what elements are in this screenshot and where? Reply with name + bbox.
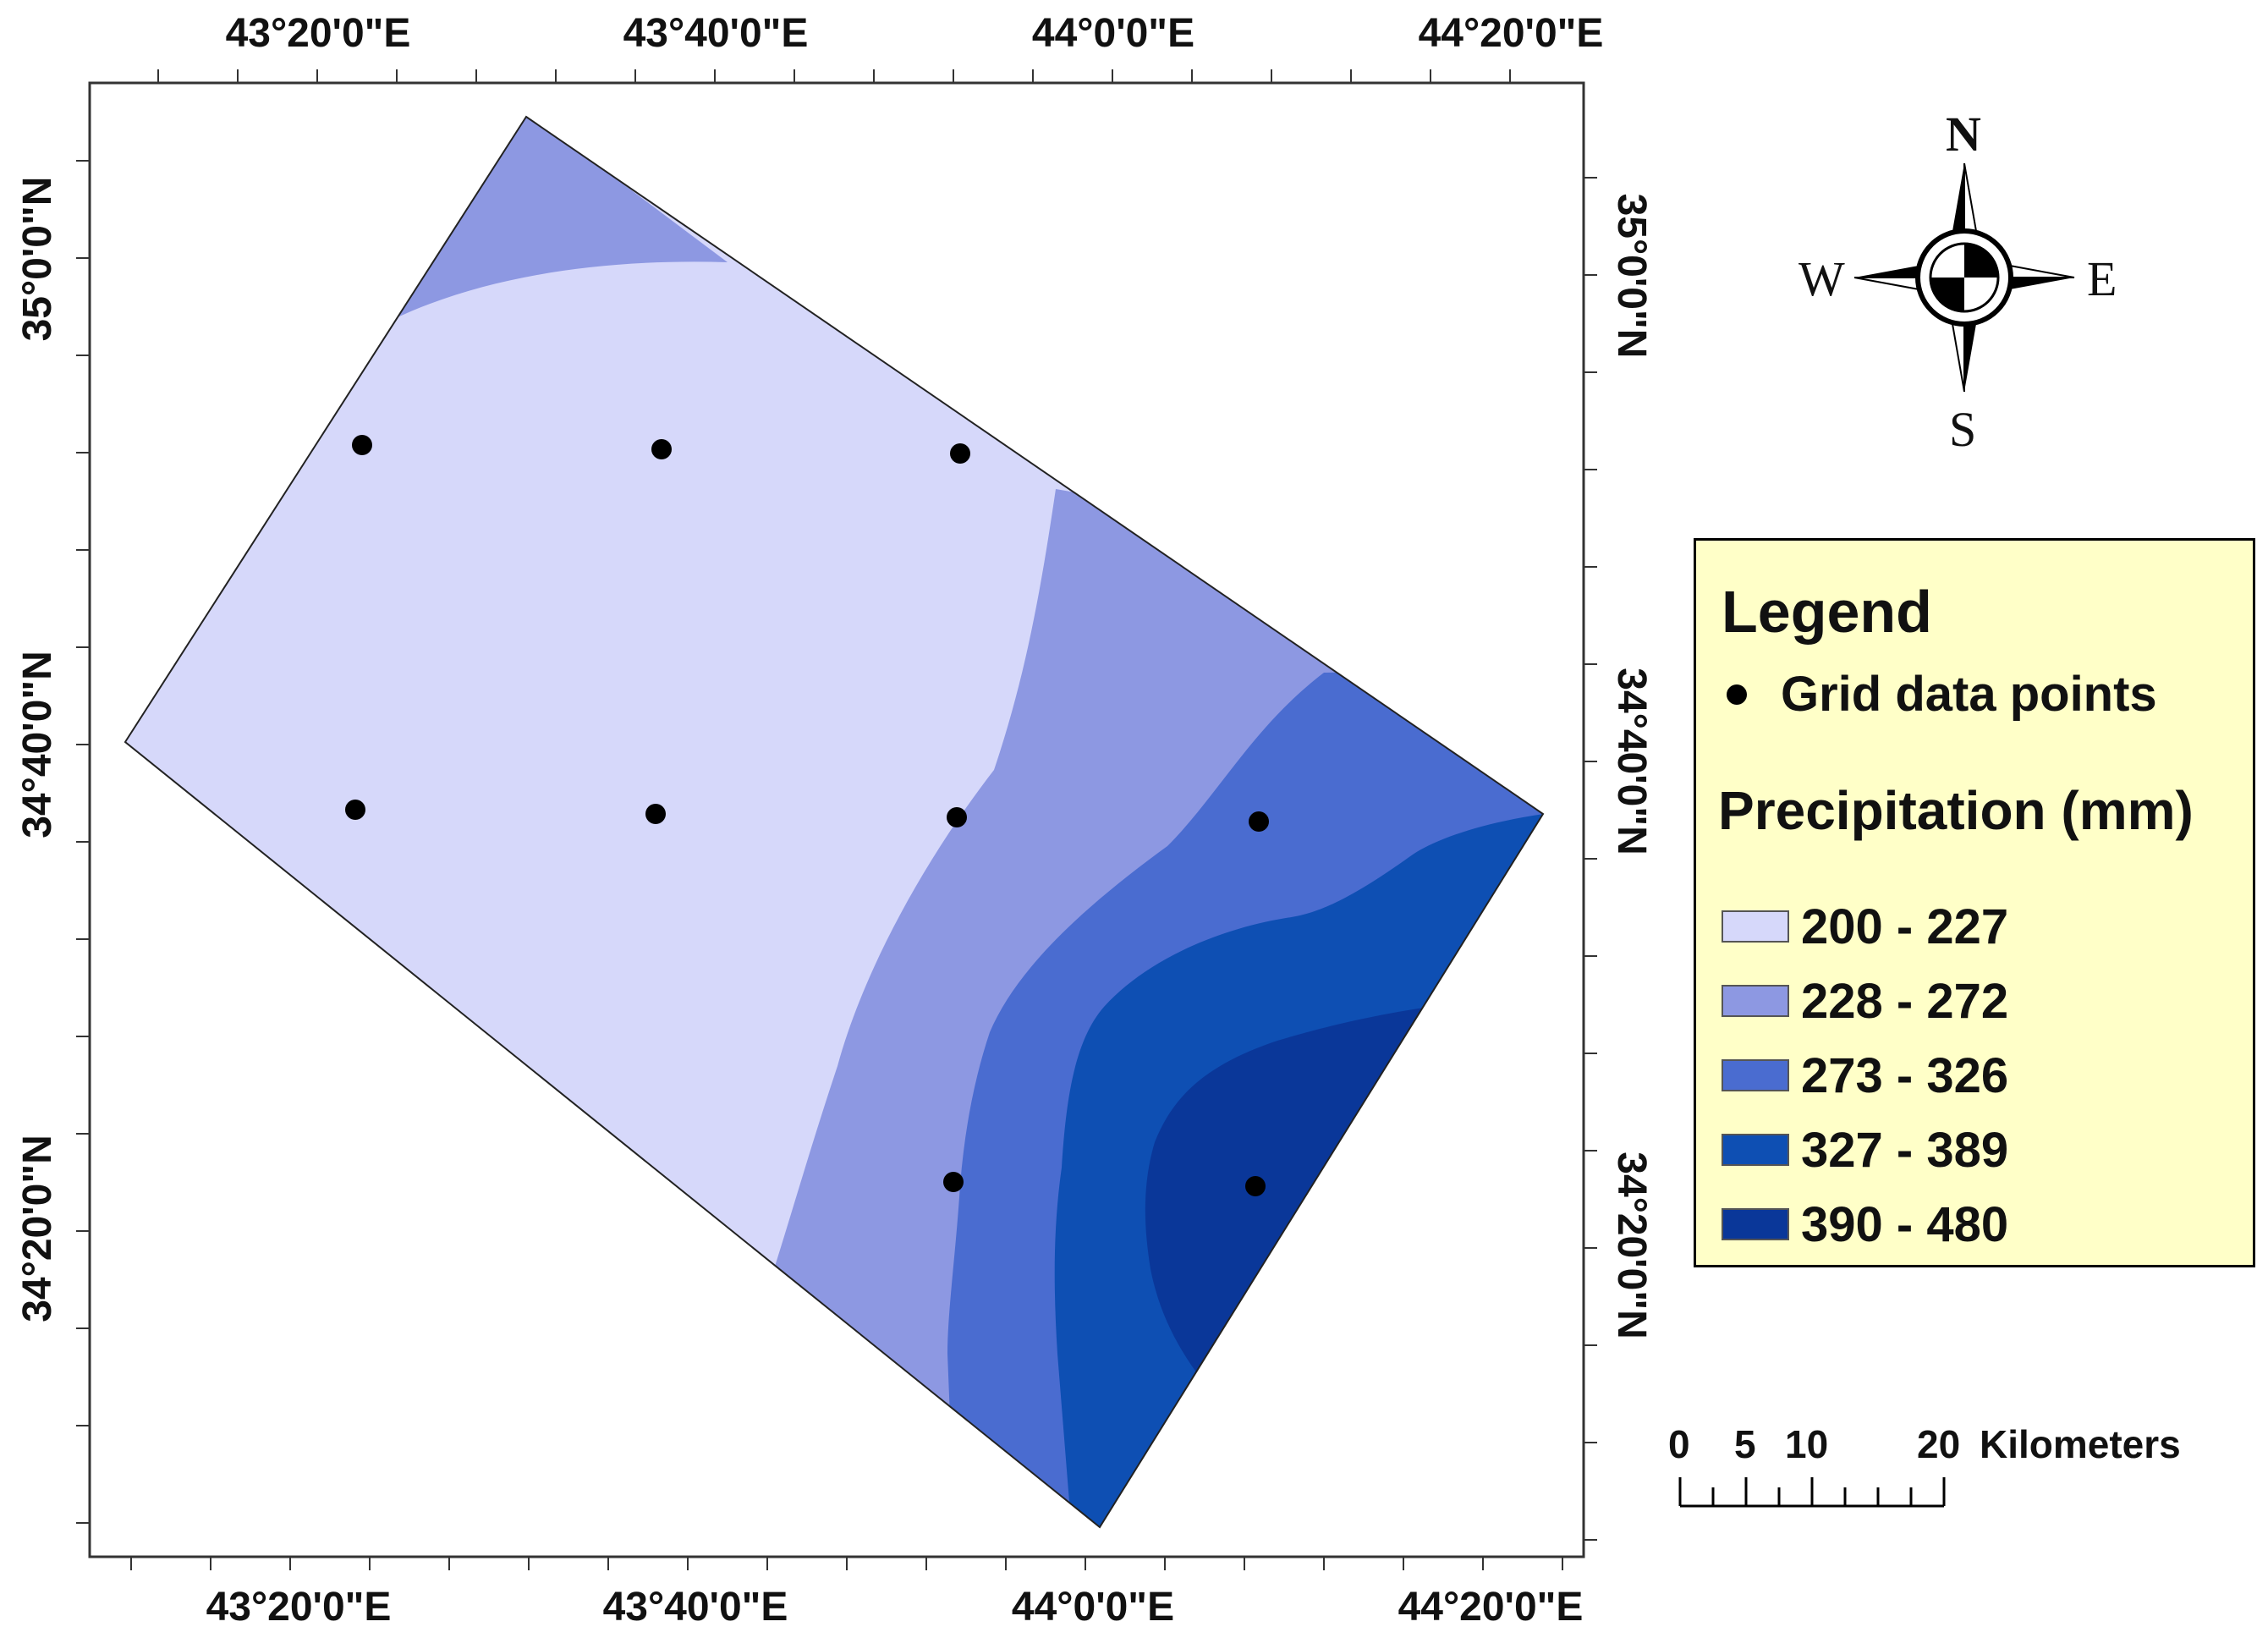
legend-title: Legend (1722, 579, 1932, 645)
right-tick-label: 35°0'0"N (1609, 193, 1654, 359)
legend: Legend Grid data points Precipitation (m… (1694, 538, 2255, 1267)
grid-data-point (645, 804, 666, 824)
left-tick-label: 34°20'0"N (15, 1135, 60, 1322)
legend-swatch (1722, 910, 1789, 943)
grid-data-point (947, 807, 967, 827)
compass-north-label: N (1946, 107, 1981, 162)
scale-label-5: 5 (1734, 1422, 1756, 1466)
zone-390-480 (1145, 1007, 1543, 1455)
left-tick-label: 34°40'0"N (15, 651, 60, 838)
top-tick-label: 44°0'0"E (1031, 11, 1195, 56)
legend-class: 390 - 480 (1722, 1187, 2008, 1261)
grid-points (345, 435, 1269, 1196)
north-arrow (1853, 162, 2075, 393)
compass-west-label: W (1798, 251, 1845, 306)
legend-subtitle: Precipitation (mm) (1718, 780, 2194, 841)
legend-class-label: 273 - 326 (1801, 1047, 2009, 1103)
compass-south-label: S (1949, 402, 1977, 457)
compass-east-label: E (2087, 251, 2117, 306)
legend-point-symbol (1727, 684, 1747, 705)
top-tick-label: 44°20'0"E (1418, 11, 1604, 56)
bottom-tick-label: 43°40'0"E (602, 1585, 788, 1630)
scale-label-0: 0 (1668, 1422, 1690, 1466)
frame-ticks (76, 69, 1597, 1570)
scale-bar (1678, 1477, 1946, 1508)
legend-swatch (1722, 1134, 1789, 1166)
grid-data-point (1249, 811, 1269, 832)
legend-class: 228 - 272 (1722, 964, 2008, 1038)
map-frame (88, 81, 1585, 1558)
legend-class-label: 228 - 272 (1801, 973, 2009, 1029)
scale-label-20: 20 (1917, 1422, 1961, 1466)
right-tick-label: 34°20'0"N (1609, 1152, 1654, 1339)
legend-class: 200 - 227 (1722, 889, 2008, 964)
bottom-tick-label: 44°0'0"E (1011, 1585, 1175, 1630)
legend-class: 327 - 389 (1722, 1113, 2008, 1187)
bottom-tick-label: 43°20'0"E (206, 1585, 392, 1630)
precipitation-surface (125, 117, 1543, 1527)
grid-data-point (651, 439, 672, 459)
legend-class-label: 200 - 227 (1801, 899, 2009, 954)
grid-data-point (1245, 1176, 1266, 1196)
legend-grid-points-entry: Grid data points (1727, 666, 2157, 723)
legend-swatch (1722, 1059, 1789, 1091)
study-area-outline (124, 115, 1545, 1529)
right-tick-label: 34°40'0"N (1609, 668, 1654, 855)
legend-swatch (1722, 1208, 1789, 1240)
grid-data-point (943, 1172, 964, 1192)
grid-data-point (345, 800, 365, 820)
legend-swatch (1722, 985, 1789, 1017)
left-tick-label: 35°0'0"N (15, 176, 60, 342)
scale-unit: Kilometers (1980, 1422, 2181, 1466)
top-tick-label: 43°40'0"E (623, 11, 809, 56)
legend-class-label: 390 - 480 (1801, 1196, 2009, 1252)
legend-classes: 200 - 227 228 - 272 273 - 326 327 - 389 390 … (1722, 889, 2008, 1261)
scale-label-10: 10 (1785, 1422, 1829, 1466)
compass-quadrant (1930, 278, 1964, 311)
bottom-tick-label: 44°20'0"E (1398, 1585, 1584, 1630)
scale-bar-ticks (1678, 1477, 1946, 1506)
grid-data-point (352, 435, 372, 455)
top-tick-label: 43°20'0"E (225, 11, 411, 56)
grid-data-point (950, 443, 970, 464)
legend-class: 273 - 326 (1722, 1038, 2008, 1113)
compass-quadrant (1964, 244, 1998, 278)
compass-inner-ring (1929, 242, 2000, 313)
legend-points-label: Grid data points (1781, 667, 2157, 722)
legend-class-label: 327 - 389 (1801, 1122, 2009, 1178)
